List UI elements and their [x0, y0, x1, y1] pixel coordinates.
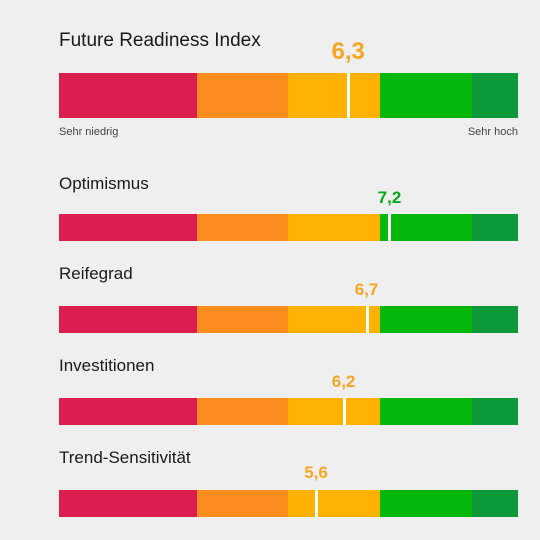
- scale-segment-1: [59, 490, 197, 517]
- scale-segment-3: [288, 398, 381, 425]
- scale-segment-3: [288, 306, 381, 333]
- scale-high-label: Sehr hoch: [467, 126, 518, 138]
- gauge-value: 7,2: [377, 188, 402, 207]
- value-marker: [347, 73, 351, 118]
- scale-segment-4: [380, 306, 473, 333]
- scale-segment-4: [380, 398, 473, 425]
- scale-segment-5: [472, 214, 518, 241]
- main-gauge-value: 6,3: [331, 38, 365, 65]
- gauge-bar: [59, 490, 518, 517]
- scale-segment-5: [472, 306, 518, 333]
- value-marker: [315, 490, 319, 517]
- value-marker: [388, 214, 392, 241]
- scale-low-label: Sehr niedrig: [59, 126, 119, 138]
- scale-segment-2: [196, 398, 289, 425]
- scale-segment-5: [472, 73, 518, 118]
- gauge-value: 6,7: [354, 280, 379, 299]
- value-marker: [365, 306, 369, 333]
- gauge-bar: [59, 398, 518, 425]
- scale-segment-3: [288, 490, 381, 517]
- value-marker: [342, 398, 346, 425]
- gauge-bar: [59, 306, 518, 333]
- gauge-title: Optimismus: [59, 174, 149, 193]
- scale-segment-5: [472, 490, 518, 517]
- gauge-title: Trend-Sensitivität: [59, 448, 191, 467]
- gauge-bar: [59, 214, 518, 241]
- scale-segment-1: [59, 73, 197, 118]
- scale-segment-5: [472, 398, 518, 425]
- gauge-value: 6,2: [331, 372, 356, 391]
- scale-segment-2: [196, 306, 289, 333]
- scale-segment-3: [288, 214, 381, 241]
- scale-segment-4: [380, 214, 473, 241]
- scale-segment-1: [59, 306, 197, 333]
- scale-segment-2: [196, 73, 289, 118]
- gauge-title: Reifegrad: [59, 264, 133, 283]
- scale-segment-2: [196, 490, 289, 517]
- gauge-title: Investitionen: [59, 356, 155, 375]
- scale-segment-3: [288, 73, 381, 118]
- scale-segment-4: [380, 490, 473, 517]
- scale-segment-2: [196, 214, 289, 241]
- main-gauge-title: Future Readiness Index: [59, 30, 261, 51]
- scale-segment-1: [59, 398, 197, 425]
- scale-segment-4: [380, 73, 473, 118]
- main-gauge-bar: [59, 73, 518, 118]
- scale-segment-1: [59, 214, 197, 241]
- gauge-value: 5,6: [304, 463, 328, 482]
